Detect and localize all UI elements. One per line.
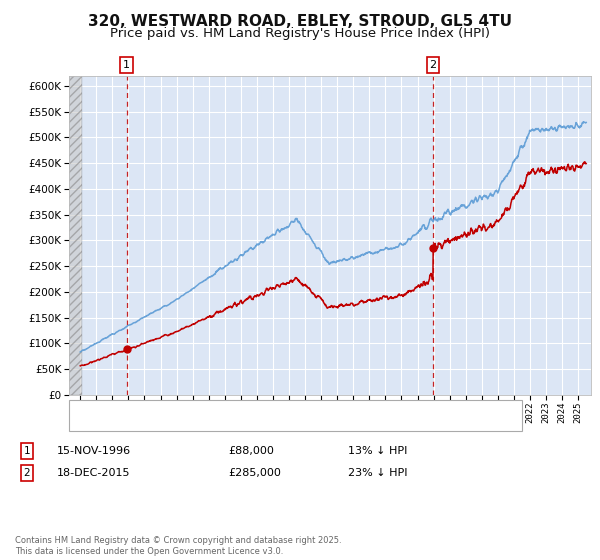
Text: 2: 2 bbox=[430, 60, 437, 70]
Text: 1: 1 bbox=[23, 446, 31, 456]
Text: 320, WESTWARD ROAD, EBLEY, STROUD, GL5 4TU: 320, WESTWARD ROAD, EBLEY, STROUD, GL5 4… bbox=[88, 14, 512, 29]
Text: Price paid vs. HM Land Registry's House Price Index (HPI): Price paid vs. HM Land Registry's House … bbox=[110, 27, 490, 40]
Text: 1: 1 bbox=[123, 60, 130, 70]
Text: 18-DEC-2015: 18-DEC-2015 bbox=[57, 468, 131, 478]
Text: £285,000: £285,000 bbox=[228, 468, 281, 478]
Text: HPI: Average price, detached house, Stroud: HPI: Average price, detached house, Stro… bbox=[114, 418, 341, 427]
Text: £88,000: £88,000 bbox=[228, 446, 274, 456]
Text: 13% ↓ HPI: 13% ↓ HPI bbox=[348, 446, 407, 456]
Text: 320, WESTWARD ROAD, EBLEY, STROUD, GL5 4TU (detached house): 320, WESTWARD ROAD, EBLEY, STROUD, GL5 4… bbox=[114, 401, 470, 410]
Text: 2: 2 bbox=[23, 468, 31, 478]
Text: 23% ↓ HPI: 23% ↓ HPI bbox=[348, 468, 407, 478]
Text: Contains HM Land Registry data © Crown copyright and database right 2025.
This d: Contains HM Land Registry data © Crown c… bbox=[15, 536, 341, 556]
Text: 15-NOV-1996: 15-NOV-1996 bbox=[57, 446, 131, 456]
